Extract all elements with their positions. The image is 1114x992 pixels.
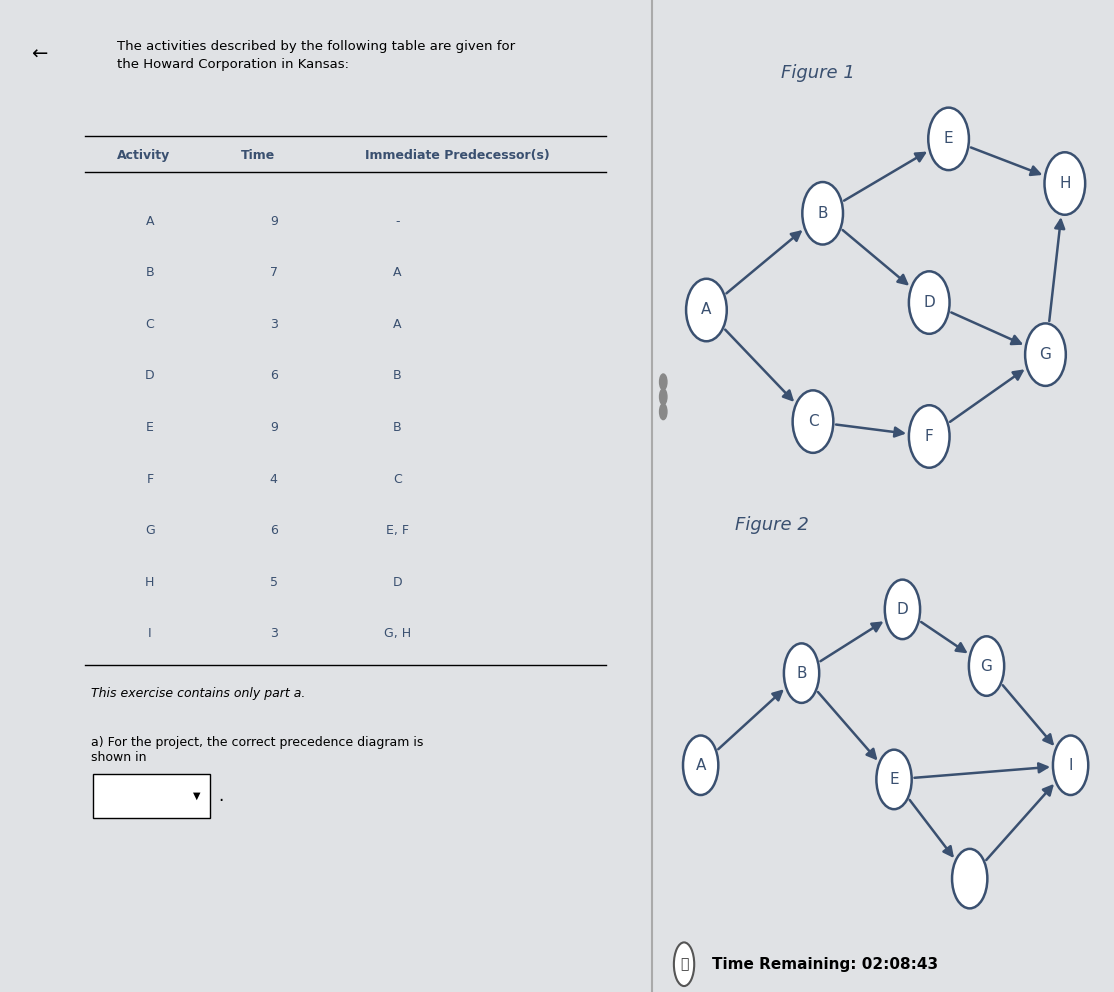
Text: Time Remaining: 02:08:43: Time Remaining: 02:08:43: [712, 956, 938, 972]
Text: B: B: [818, 205, 828, 221]
Text: ←: ←: [31, 45, 47, 63]
Text: B: B: [797, 666, 807, 681]
Text: E: E: [944, 131, 954, 147]
Text: A: A: [146, 214, 154, 228]
Text: a) For the project, the correct precedence diagram is
shown in: a) For the project, the correct preceden…: [91, 736, 423, 764]
Text: B: B: [393, 369, 402, 383]
Circle shape: [969, 636, 1004, 695]
Circle shape: [1025, 323, 1066, 386]
Circle shape: [1045, 152, 1085, 215]
Text: I: I: [148, 627, 152, 641]
Text: Time: Time: [241, 149, 275, 162]
Text: D: D: [924, 295, 935, 310]
Text: E, F: E, F: [387, 524, 409, 538]
Circle shape: [909, 405, 949, 468]
Text: D: D: [393, 575, 402, 589]
Text: ⏱: ⏱: [680, 957, 688, 971]
Circle shape: [674, 942, 694, 986]
Text: D: D: [145, 369, 155, 383]
Text: E: E: [146, 421, 154, 434]
Text: B: B: [146, 266, 154, 280]
Text: I: I: [1068, 758, 1073, 773]
Text: A: A: [695, 758, 706, 773]
Circle shape: [928, 108, 969, 171]
Text: F: F: [146, 472, 154, 486]
Text: Activity: Activity: [117, 149, 170, 162]
Circle shape: [784, 644, 819, 703]
Text: 4: 4: [270, 472, 277, 486]
Text: Figure 2: Figure 2: [735, 516, 809, 534]
Text: -: -: [395, 214, 400, 228]
Text: ▼: ▼: [193, 791, 201, 801]
Text: A: A: [393, 317, 402, 331]
Text: .: .: [218, 787, 224, 805]
FancyBboxPatch shape: [92, 774, 211, 817]
Text: B: B: [393, 421, 402, 434]
Text: G: G: [1039, 347, 1052, 362]
Text: H: H: [145, 575, 155, 589]
Circle shape: [793, 390, 833, 452]
Text: C: C: [808, 414, 819, 430]
Text: C: C: [393, 472, 402, 486]
Text: This exercise contains only part a.: This exercise contains only part a.: [91, 686, 305, 699]
Circle shape: [686, 279, 726, 341]
Text: H: H: [1059, 176, 1071, 191]
Text: Figure 1: Figure 1: [781, 64, 856, 82]
Circle shape: [885, 579, 920, 639]
Text: Immediate Predecessor(s): Immediate Predecessor(s): [365, 149, 549, 162]
Text: 3: 3: [270, 317, 277, 331]
Text: 6: 6: [270, 369, 277, 383]
Text: The activities described by the following table are given for
the Howard Corpora: The activities described by the followin…: [117, 40, 516, 70]
Circle shape: [802, 183, 843, 245]
Text: D: D: [897, 602, 908, 617]
Text: 9: 9: [270, 421, 277, 434]
Circle shape: [877, 750, 911, 809]
Circle shape: [1053, 735, 1088, 795]
Text: A: A: [393, 266, 402, 280]
Text: C: C: [146, 317, 154, 331]
Text: E: E: [889, 772, 899, 787]
Text: 9: 9: [270, 214, 277, 228]
Circle shape: [683, 735, 719, 795]
Circle shape: [659, 404, 667, 420]
Text: G: G: [145, 524, 155, 538]
Text: 6: 6: [270, 524, 277, 538]
Circle shape: [909, 271, 949, 333]
Circle shape: [659, 389, 667, 405]
Text: G: G: [980, 659, 993, 674]
Circle shape: [952, 849, 987, 909]
Text: 7: 7: [270, 266, 277, 280]
Text: G, H: G, H: [384, 627, 411, 641]
Circle shape: [659, 374, 667, 390]
Text: F: F: [925, 429, 934, 444]
Text: 3: 3: [270, 627, 277, 641]
Text: A: A: [701, 303, 712, 317]
Text: 5: 5: [270, 575, 277, 589]
